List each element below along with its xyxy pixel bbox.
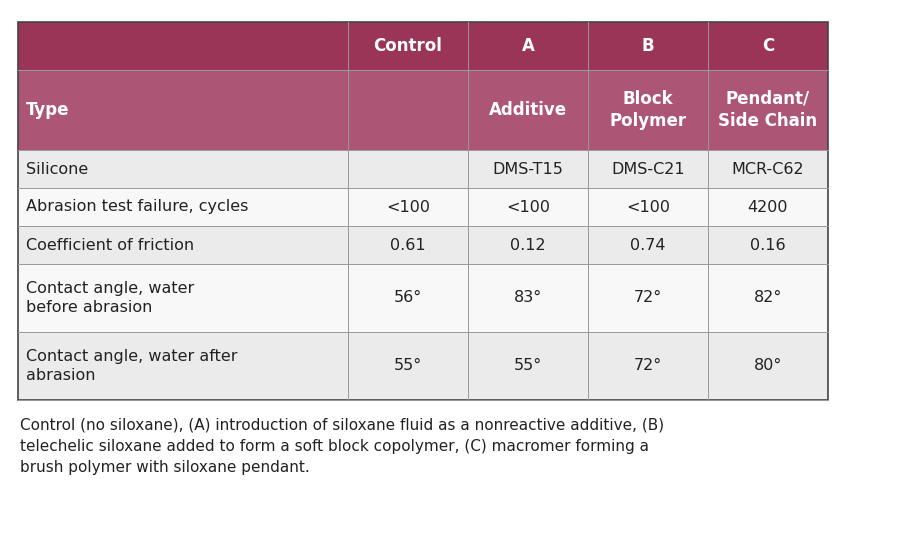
- Text: A: A: [522, 37, 535, 55]
- Text: Control (no siloxane), (A) introduction of siloxane fluid as a nonreactive addit: Control (no siloxane), (A) introduction …: [20, 418, 664, 475]
- Text: Control: Control: [374, 37, 443, 55]
- Text: MCR-C62: MCR-C62: [732, 162, 805, 177]
- Bar: [18, 22, 828, 400]
- Bar: [18, 150, 348, 188]
- Bar: [18, 70, 348, 150]
- Bar: [468, 150, 588, 188]
- Text: 80°: 80°: [754, 359, 782, 373]
- Bar: [588, 264, 708, 332]
- Bar: [18, 188, 348, 226]
- Text: 72°: 72°: [634, 290, 662, 305]
- Text: Contact angle, water
before abrasion: Contact angle, water before abrasion: [26, 281, 194, 315]
- Text: 82°: 82°: [754, 290, 782, 305]
- Text: <100: <100: [506, 200, 550, 215]
- Text: Type: Type: [26, 101, 69, 119]
- Bar: [708, 264, 828, 332]
- Bar: [588, 226, 708, 264]
- Bar: [348, 188, 468, 226]
- Text: Block
Polymer: Block Polymer: [609, 90, 687, 130]
- Bar: [468, 332, 588, 400]
- Bar: [18, 226, 348, 264]
- Text: Coefficient of friction: Coefficient of friction: [26, 238, 194, 252]
- Bar: [348, 22, 468, 70]
- Text: B: B: [642, 37, 654, 55]
- Bar: [348, 226, 468, 264]
- Bar: [348, 70, 468, 150]
- Text: C: C: [762, 37, 774, 55]
- Bar: [588, 22, 708, 70]
- Bar: [708, 188, 828, 226]
- Bar: [18, 264, 348, 332]
- Bar: [708, 22, 828, 70]
- Text: 0.61: 0.61: [391, 238, 426, 252]
- Text: 55°: 55°: [514, 359, 542, 373]
- Bar: [348, 150, 468, 188]
- Text: Pendant/
Side Chain: Pendant/ Side Chain: [718, 90, 817, 130]
- Text: 56°: 56°: [394, 290, 422, 305]
- Bar: [588, 150, 708, 188]
- Text: Contact angle, water after
abrasion: Contact angle, water after abrasion: [26, 349, 238, 383]
- Text: Silicone: Silicone: [26, 162, 88, 177]
- Bar: [588, 70, 708, 150]
- Text: 0.16: 0.16: [751, 238, 786, 252]
- Text: 83°: 83°: [514, 290, 542, 305]
- Text: 4200: 4200: [748, 200, 788, 215]
- Bar: [18, 332, 348, 400]
- Bar: [468, 264, 588, 332]
- Bar: [18, 22, 348, 70]
- Text: DMS-C21: DMS-C21: [611, 162, 685, 177]
- Text: DMS-T15: DMS-T15: [492, 162, 563, 177]
- Bar: [468, 70, 588, 150]
- Bar: [708, 70, 828, 150]
- Text: 55°: 55°: [394, 359, 422, 373]
- Bar: [468, 22, 588, 70]
- Text: 0.12: 0.12: [510, 238, 545, 252]
- Text: Additive: Additive: [489, 101, 567, 119]
- Text: <100: <100: [626, 200, 670, 215]
- Text: 72°: 72°: [634, 359, 662, 373]
- Text: <100: <100: [386, 200, 430, 215]
- Bar: [588, 332, 708, 400]
- Bar: [708, 332, 828, 400]
- Bar: [468, 188, 588, 226]
- Bar: [708, 226, 828, 264]
- Bar: [348, 264, 468, 332]
- Bar: [588, 188, 708, 226]
- Bar: [468, 226, 588, 264]
- Bar: [348, 332, 468, 400]
- Text: 0.74: 0.74: [630, 238, 666, 252]
- Bar: [708, 150, 828, 188]
- Text: Abrasion test failure, cycles: Abrasion test failure, cycles: [26, 200, 248, 215]
